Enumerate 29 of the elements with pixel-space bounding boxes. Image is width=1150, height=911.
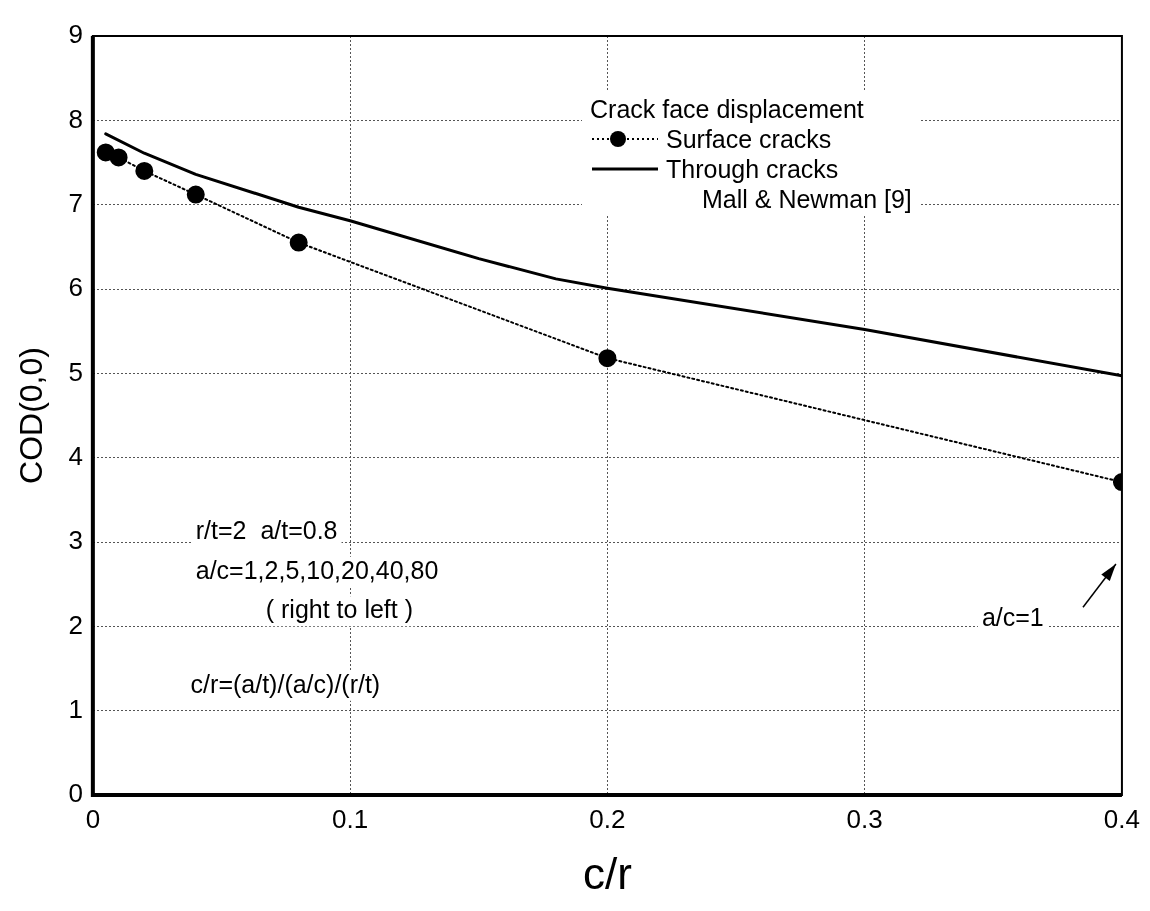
x-tick-label: 0.4 xyxy=(1103,803,1141,834)
annotation: a/c=1,2,5,10,20,40,80 xyxy=(195,555,439,584)
y-tick-label: 7 xyxy=(68,187,83,218)
x-axis-title: c/r xyxy=(582,848,632,898)
legend-label: Surface cracks xyxy=(666,124,832,154)
y-tick-label: 1 xyxy=(68,693,83,724)
y-tick-label: 3 xyxy=(68,525,83,556)
point xyxy=(135,161,154,180)
y-tick-label: 8 xyxy=(68,103,83,134)
point xyxy=(109,148,128,167)
x-tick-label: 0.1 xyxy=(332,803,369,834)
y-tick-label: 6 xyxy=(68,272,83,303)
annotation: a/c=1 xyxy=(981,602,1044,631)
x-tick-label: 0.3 xyxy=(846,803,883,834)
y-tick-label: 0 xyxy=(68,778,83,809)
y-tick-label: 2 xyxy=(68,609,83,640)
y-tick-label: 4 xyxy=(68,440,83,471)
annotation: Mall & Newman [9] xyxy=(701,184,912,214)
annotation: r/t=2 a/t=0.8 xyxy=(195,515,338,544)
annotation: c/r=(a/t)/(a/c)/(r/t) xyxy=(190,669,381,698)
annotation: ( right to left ) xyxy=(265,595,414,624)
point xyxy=(186,185,205,204)
x-tick-label: 0.2 xyxy=(589,803,626,834)
point xyxy=(289,233,308,252)
y-axis-title: COD(0,0) xyxy=(13,347,50,484)
y-tick-label: 9 xyxy=(68,19,83,50)
legend-label: Through cracks xyxy=(666,154,839,184)
y-tick-label: 5 xyxy=(68,356,83,387)
legend-title: Crack face displacement xyxy=(590,94,865,124)
